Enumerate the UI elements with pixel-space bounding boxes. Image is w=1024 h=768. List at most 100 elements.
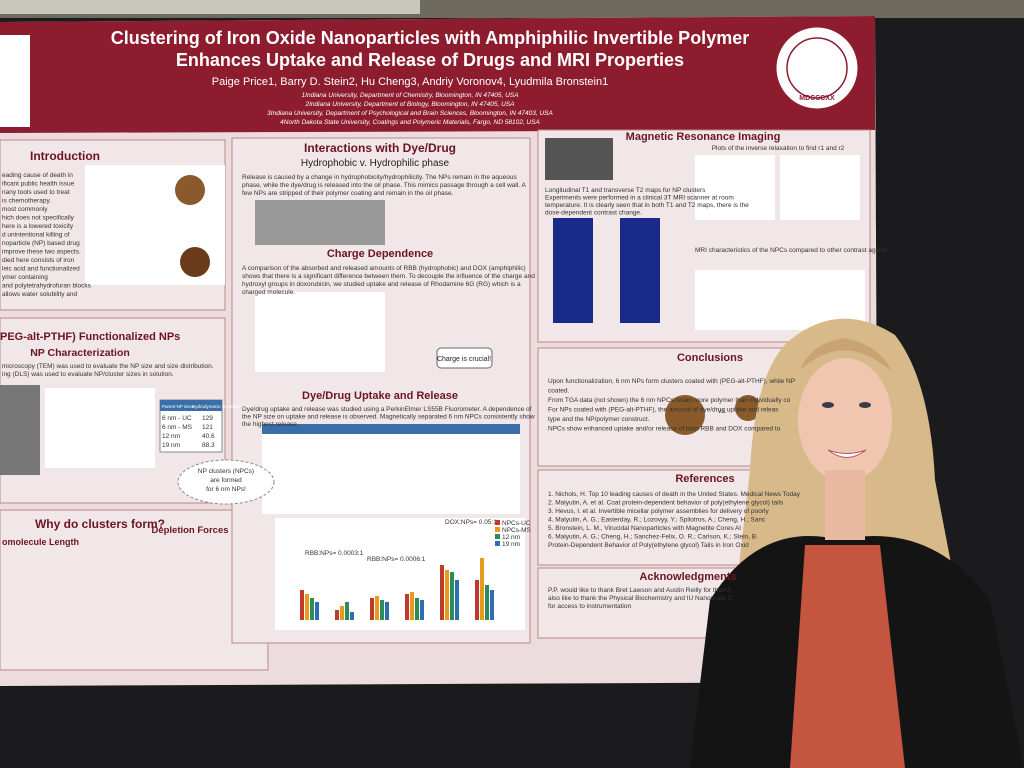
poster-bar — [385, 602, 389, 620]
body-text: and polytetrahydrofuran blocks — [2, 283, 92, 290]
body-text: Dye/drug uptake and release was studied … — [242, 406, 532, 413]
legend-swatch — [495, 541, 500, 546]
body-text: hich does not specifically — [2, 215, 75, 222]
tem-image — [0, 385, 40, 475]
body-text: improve these two aspects. — [2, 249, 81, 256]
body-text: shows that there is a significant differ… — [242, 273, 535, 280]
poster-bar — [415, 598, 419, 620]
poster-bar — [380, 600, 384, 620]
subheading: Hydrophobic v. Hydrophilic phase — [301, 158, 450, 169]
body-text: is chemotherapy. — [2, 198, 51, 205]
face — [798, 358, 892, 482]
body-text: also like to thank the Physical Biochemi… — [548, 595, 733, 602]
body-text: Longitudinal T1 and transverse T2 maps f… — [545, 187, 706, 194]
body-text: the NP size on uptake and release is obs… — [242, 414, 535, 421]
title-line: Clustering of Iron Oxide Nanoparticles w… — [111, 28, 749, 48]
smile — [827, 449, 867, 458]
t1-map — [553, 218, 593, 323]
section-title: Charge Dependence — [327, 248, 433, 260]
r2-plot — [780, 155, 860, 220]
body-text: charged molecule. — [242, 289, 295, 296]
affiliation: 2Indiana University, Department of Biolo… — [305, 101, 515, 108]
body-text: leic acid and functionalized — [2, 266, 80, 273]
vs-label: vs. — [718, 408, 727, 415]
poster-bar — [405, 594, 409, 620]
poster-bar — [300, 590, 304, 620]
np-icon — [175, 175, 205, 205]
title-line: Enhances Uptake and Release of Drugs and… — [176, 50, 684, 70]
poster-bar — [410, 592, 414, 620]
table-cell: 6 nm - MS — [162, 424, 193, 431]
plot-caption: Plots of the inverse relaxation to find … — [712, 145, 845, 152]
body-text: NPCs show enhanced uptake and/or release… — [548, 426, 781, 433]
table-cell: 88.3 — [202, 442, 215, 449]
poster-bar — [480, 558, 484, 620]
poster-bar — [485, 585, 489, 620]
hair-top — [800, 338, 892, 372]
body-text: are formed — [210, 477, 242, 484]
legend-swatch — [495, 520, 500, 525]
poster-bar — [440, 565, 444, 620]
body-text: Release is caused by a change in hydroph… — [242, 174, 517, 181]
body-text: noparticle (NP) based drug — [2, 240, 80, 247]
poster-bar — [335, 610, 339, 620]
cluster-note — [177, 459, 275, 505]
poster-bar — [310, 598, 314, 620]
section-title: Introduction — [30, 149, 100, 163]
panel — [0, 509, 269, 671]
legend-text: NPCs-UC — [502, 520, 531, 527]
table-cell: 6 nm - UC — [162, 415, 192, 422]
left-logo — [0, 35, 30, 127]
body-text: nany tools used to treat — [2, 189, 70, 196]
poster-bar — [420, 600, 424, 620]
legend-swatch — [495, 534, 500, 539]
body-text: For NPs coated with (PEG-alt-PTHF), the … — [548, 407, 779, 414]
chart-label: RBB:NPs= 0.0006:1 — [367, 556, 426, 563]
body-text: allows water solubility and — [2, 291, 78, 298]
body-text: died here consists of iron — [2, 257, 75, 264]
body-text: ing (DLS) was used to evaluate NP/cluste… — [2, 371, 174, 378]
affiliation: 4North Dakota State University, Coatings… — [280, 119, 540, 126]
section-title: Magnetic Resonance Imaging — [626, 131, 781, 143]
body-text: Experiments were performed in a clinical… — [545, 195, 734, 202]
body-text: 6. Malyutin, A. G.; Cheng, H.; Sanchez-F… — [548, 534, 758, 541]
seal-text: MDCCCXX — [799, 95, 835, 102]
body-text: 4. Malyutin, A. G.; Easterday, R.; Lozov… — [548, 517, 766, 524]
eye — [822, 402, 834, 408]
authors: Paige Price1, Barry D. Stein2, Hu Cheng3… — [212, 76, 608, 88]
section-title: NP Characterization — [30, 347, 130, 359]
body-text: eading cause of death in — [2, 172, 73, 179]
t2-map — [620, 218, 660, 323]
body-text: Protein-Dependent Behavior of Poly(ethyl… — [548, 542, 749, 549]
body-text: most commonly — [2, 206, 48, 213]
poster-bar — [345, 602, 349, 620]
body-text: 1. Nichols, H. Top 10 leading causes of … — [548, 491, 801, 498]
table-cell: 129 — [202, 415, 213, 422]
legend-text: NPCs-MS — [502, 527, 532, 534]
body-text: 3. Hevus, I. et al. Invertible micellar … — [548, 508, 769, 515]
poster-bar — [455, 580, 459, 620]
table-cell: 40.6 — [202, 433, 215, 440]
poster-bar — [350, 612, 354, 620]
body-text: type and the NP/polymer construct. — [548, 416, 650, 423]
section-title: Conclusions — [677, 352, 743, 364]
uptake-table — [262, 424, 520, 514]
callout-box — [436, 347, 493, 369]
body-text: microscopy (TEM) was used to evaluate th… — [2, 363, 214, 370]
structures — [255, 292, 385, 372]
body-text: few NPs are stripped of their polymer co… — [242, 190, 454, 197]
callout: Charge is crucial! — [437, 356, 491, 363]
table-header — [262, 424, 520, 434]
body-text: hydroxyl groups in doxorubicin, we studi… — [242, 281, 521, 288]
dls-plot — [45, 388, 155, 468]
poster-bar — [450, 572, 454, 620]
ceiling-light — [0, 0, 420, 14]
body-text: NP clusters (NPCs) — [198, 468, 254, 475]
poster-bar — [305, 594, 309, 620]
affiliation: 3Indiana University, Department of Psych… — [267, 110, 553, 117]
body-text: here is a lowered toxicity — [2, 223, 74, 230]
affiliation: 1Indiana University, Department of Chemi… — [302, 92, 519, 99]
body-text: 2. Malyutin, A. et al. Coat protein-depe… — [548, 500, 784, 507]
body-text: for access to instrumentation — [548, 603, 631, 610]
